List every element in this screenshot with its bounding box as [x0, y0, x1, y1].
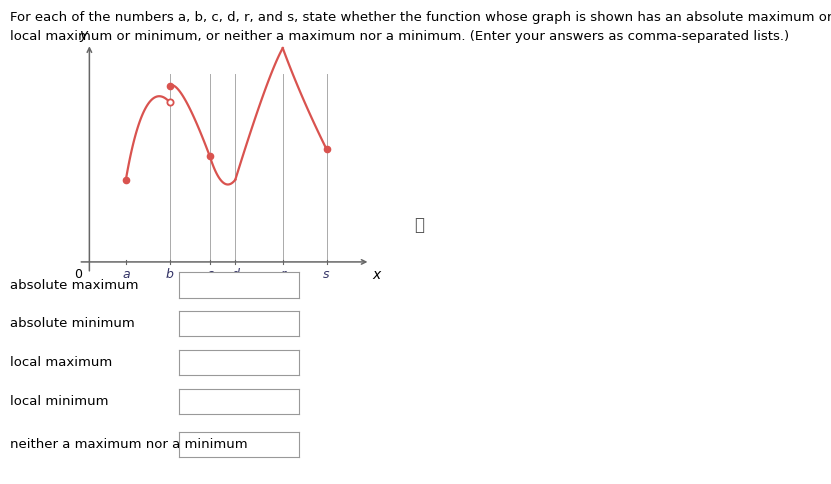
Text: b: b — [165, 268, 174, 281]
Text: For each of the numbers a, b, c, d, r, and s, state whether the function whose g: For each of the numbers a, b, c, d, r, a… — [10, 11, 831, 43]
Text: 0: 0 — [75, 268, 82, 281]
Text: x: x — [372, 268, 381, 282]
Text: c: c — [206, 268, 214, 281]
Text: r: r — [280, 268, 285, 281]
Text: y: y — [80, 28, 88, 42]
Text: s: s — [323, 268, 330, 281]
Text: absolute minimum: absolute minimum — [10, 318, 135, 330]
Text: d: d — [231, 268, 239, 281]
Text: absolute maximum: absolute maximum — [10, 279, 139, 291]
Text: neither a maximum nor a minimum: neither a maximum nor a minimum — [10, 439, 248, 451]
Text: a: a — [122, 268, 130, 281]
Text: local maximum: local maximum — [10, 356, 112, 369]
Text: local minimum: local minimum — [10, 395, 109, 408]
Text: ⓘ: ⓘ — [415, 216, 425, 234]
